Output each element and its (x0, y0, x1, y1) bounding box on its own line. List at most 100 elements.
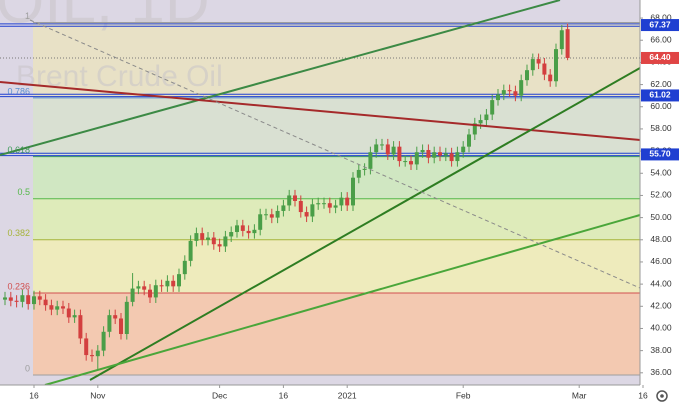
candle-body (61, 306, 65, 309)
price-label-box (641, 89, 679, 102)
y-tick-label: 48.00 (650, 234, 672, 244)
candle-body (322, 203, 326, 205)
candle-body (171, 280, 176, 287)
candle-body (443, 153, 448, 156)
candle-body (142, 286, 147, 290)
candle-body (455, 152, 460, 162)
y-tick-label: 40.00 (650, 323, 672, 333)
fib-label: 0.382 (7, 228, 30, 238)
candle-body (554, 49, 558, 82)
candle-body (217, 244, 222, 247)
candle-body (559, 30, 564, 50)
candle-body (362, 168, 367, 170)
candle-body (351, 177, 355, 206)
candle-body (403, 161, 408, 163)
candle-body (223, 236, 228, 247)
candle-body (252, 229, 257, 234)
candle-body (49, 305, 54, 310)
candle-body (327, 203, 332, 208)
x-tick-label: Dec (212, 390, 228, 400)
fib-band (33, 97, 640, 157)
candle-body (304, 212, 309, 217)
fib-band (33, 156, 640, 199)
candle-body (32, 296, 36, 305)
price-label: 67.37 (649, 19, 671, 29)
candle-body (438, 152, 442, 156)
candle-body (55, 306, 60, 310)
y-tick-label: 60.00 (650, 101, 672, 111)
candle-body (20, 295, 25, 302)
fib-label: 0.5 (17, 187, 30, 197)
candle-body (177, 274, 181, 287)
y-tick-label: 52.00 (650, 190, 672, 200)
candle-body (293, 195, 297, 201)
candle-body (368, 152, 373, 169)
candle-body (14, 300, 19, 302)
candle-body (119, 318, 123, 335)
candle-body (525, 70, 529, 81)
candle-body (95, 350, 100, 357)
candle-body (26, 295, 31, 305)
settings-icon[interactable] (656, 390, 668, 402)
candle-body (8, 297, 13, 301)
y-tick-label: 50.00 (650, 212, 672, 222)
candle-body (472, 123, 477, 135)
candle-body (530, 59, 535, 71)
x-tick-label: Mar (572, 390, 587, 400)
candle-body (490, 100, 495, 115)
candle-body (206, 237, 210, 240)
candle-body (484, 114, 489, 121)
trend-line (89, 67, 641, 381)
candle-body (188, 240, 193, 261)
candle-body (548, 74, 553, 82)
price-label-box (641, 19, 679, 32)
y-tick-label: 42.00 (650, 301, 672, 311)
axes: 36.00 38.00 40.00 42.00 44.00 46.00 48.00 50.00… (29, 12, 679, 400)
candle-body (426, 149, 431, 158)
candle-body (66, 308, 71, 318)
candle-body (264, 214, 268, 216)
candle-body (159, 285, 164, 287)
fib-label: 1 (25, 11, 30, 21)
candle-body (269, 214, 274, 218)
candles (3, 23, 570, 370)
candle-body (3, 297, 7, 300)
x-tick-label: 16 (279, 390, 289, 400)
candle-body (37, 296, 42, 300)
candle-body (536, 59, 541, 64)
candle-body (391, 146, 396, 155)
y-tick-label: 66.00 (650, 34, 672, 44)
candle-body (136, 286, 141, 289)
trend-line (44, 214, 641, 386)
candle-body (420, 149, 425, 153)
trend-line (29, 19, 641, 289)
price-label: 61.02 (649, 90, 671, 100)
candle-body (200, 233, 205, 240)
candle-body (275, 210, 280, 218)
candle-body (194, 233, 199, 241)
candle-body (449, 153, 454, 162)
candle-body (258, 214, 263, 230)
trend-line (0, 0, 561, 156)
candle-body (211, 237, 216, 245)
candle-body (246, 230, 251, 234)
price-axis (640, 0, 680, 407)
candle-body (287, 195, 292, 206)
fib-label: 0.236 (7, 281, 30, 291)
candle-body (409, 161, 413, 165)
candle-body (310, 204, 315, 217)
candle-body (467, 134, 471, 147)
candle-body (356, 169, 361, 178)
candle-body (124, 301, 129, 335)
candle-body (519, 80, 524, 96)
price-label: 64.40 (649, 52, 671, 62)
candle-body (542, 63, 547, 75)
candle-body (345, 197, 350, 206)
price-label: 55.70 (649, 149, 671, 159)
candle-body (507, 90, 512, 92)
y-tick-label: 46.00 (650, 256, 672, 266)
candle-body (298, 200, 303, 213)
candle-body (72, 315, 77, 318)
